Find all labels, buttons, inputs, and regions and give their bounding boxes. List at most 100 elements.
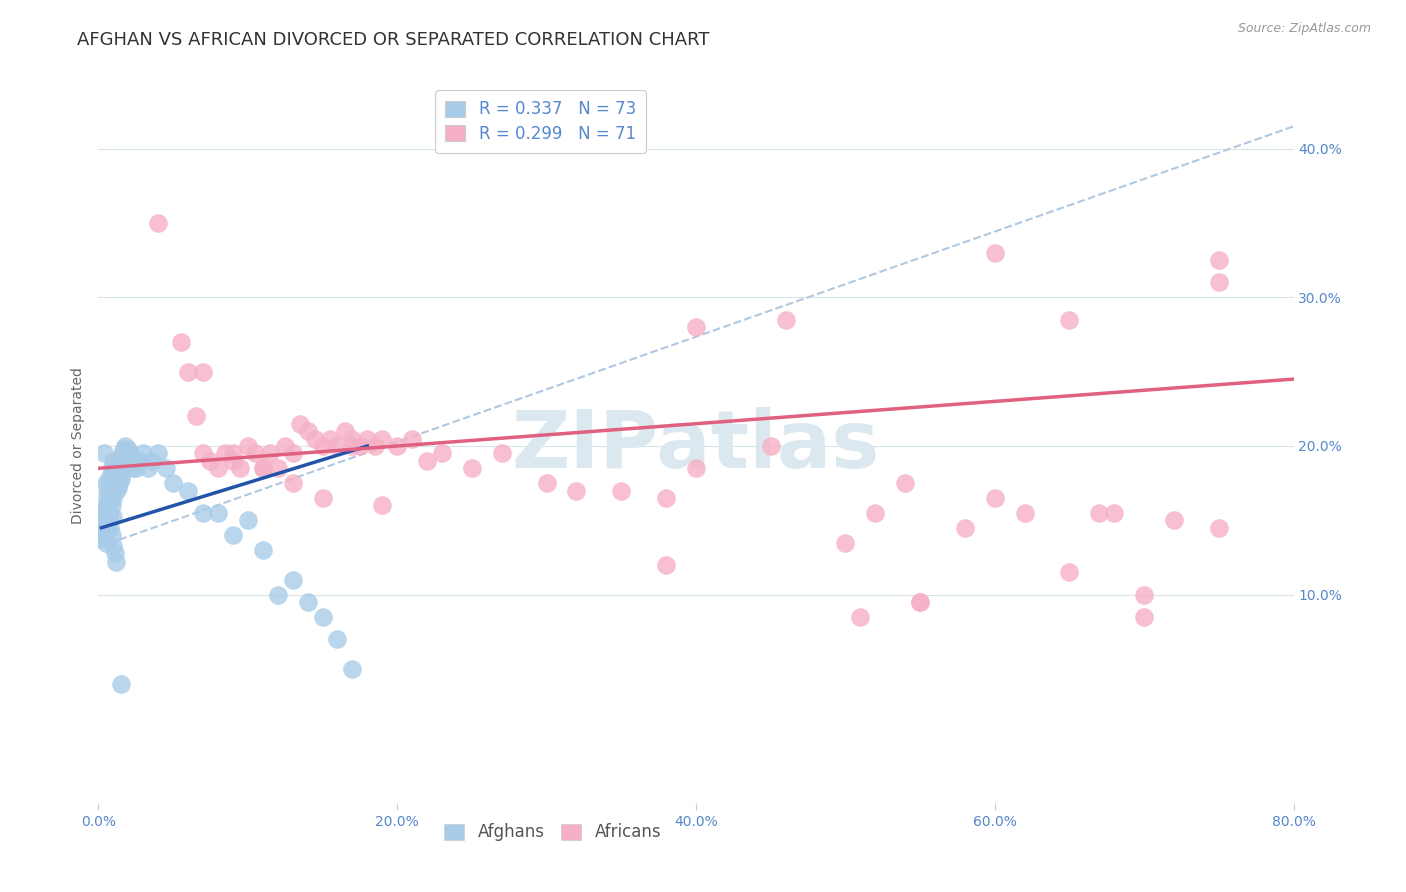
Point [984, 491, 1007, 505]
Point [655, 558, 678, 572]
Point [105, 555, 128, 569]
Point [281, 446, 304, 460]
Point [267, 588, 290, 602]
Point [111, 466, 134, 480]
Point [333, 424, 356, 438]
Point [222, 528, 245, 542]
Point [169, 334, 191, 349]
Point [125, 461, 148, 475]
Point [93, 531, 115, 545]
Point [177, 365, 200, 379]
Point [112, 442, 135, 456]
Point [259, 446, 281, 460]
Point [107, 481, 129, 495]
Point [288, 417, 311, 431]
Point [101, 481, 124, 495]
Point [148, 216, 170, 230]
Point [110, 450, 132, 465]
Point [252, 461, 274, 475]
Point [865, 506, 887, 520]
Point [364, 439, 387, 453]
Point [461, 461, 484, 475]
Point [107, 461, 129, 475]
Point [98, 506, 122, 520]
Point [1208, 253, 1230, 268]
Point [1163, 513, 1185, 527]
Point [96, 501, 118, 516]
Point [311, 439, 333, 453]
Point [103, 510, 125, 524]
Text: ZIPatlas: ZIPatlas [512, 407, 880, 485]
Point [349, 439, 371, 453]
Point [319, 432, 342, 446]
Point [1133, 610, 1156, 624]
Point [252, 461, 274, 475]
Point [297, 595, 319, 609]
Point [105, 466, 128, 480]
Point [200, 454, 222, 468]
Point [953, 521, 976, 535]
Point [91, 521, 114, 535]
Point [103, 472, 125, 486]
Point [97, 506, 120, 520]
Point [117, 442, 139, 456]
Point [191, 365, 214, 379]
Point [115, 446, 138, 460]
Point [274, 439, 297, 453]
Point [685, 320, 707, 334]
Point [385, 439, 409, 453]
Point [103, 491, 125, 505]
Point [775, 312, 797, 326]
Point [1104, 506, 1126, 520]
Point [97, 513, 120, 527]
Point [908, 595, 931, 609]
Point [565, 483, 588, 498]
Text: AFGHAN VS AFRICAN DIVORCED OR SEPARATED CORRELATION CHART: AFGHAN VS AFRICAN DIVORCED OR SEPARATED … [77, 31, 710, 49]
Point [1208, 276, 1230, 290]
Point [236, 439, 259, 453]
Point [326, 439, 349, 453]
Point [214, 446, 236, 460]
Point [141, 454, 163, 468]
Point [1208, 521, 1230, 535]
Point [834, 535, 856, 549]
Point [104, 457, 127, 471]
Point [96, 521, 118, 535]
Point [90, 506, 112, 520]
Legend: Afghans, Africans: Afghans, Africans [437, 817, 668, 848]
Point [101, 499, 124, 513]
Point [114, 439, 136, 453]
Point [177, 483, 200, 498]
Point [108, 476, 131, 491]
Point [98, 486, 122, 500]
Point [1133, 588, 1156, 602]
Point [91, 513, 114, 527]
Point [610, 483, 633, 498]
Point [110, 472, 132, 486]
Point [98, 468, 122, 483]
Point [103, 454, 125, 468]
Point [304, 432, 326, 446]
Point [430, 446, 453, 460]
Point [416, 454, 439, 468]
Point [94, 535, 117, 549]
Point [222, 446, 245, 460]
Point [155, 461, 177, 475]
Point [297, 424, 319, 438]
Point [120, 454, 142, 468]
Point [655, 491, 678, 505]
Point [93, 446, 115, 460]
Point [311, 491, 333, 505]
Point [121, 461, 143, 475]
Point [222, 454, 245, 468]
Point [97, 476, 120, 491]
Point [1059, 312, 1081, 326]
Point [105, 483, 128, 498]
Point [326, 632, 349, 647]
Point [1059, 566, 1081, 580]
Point [849, 610, 872, 624]
Point [98, 521, 122, 535]
Point [342, 432, 364, 446]
Point [759, 439, 782, 453]
Point [281, 476, 304, 491]
